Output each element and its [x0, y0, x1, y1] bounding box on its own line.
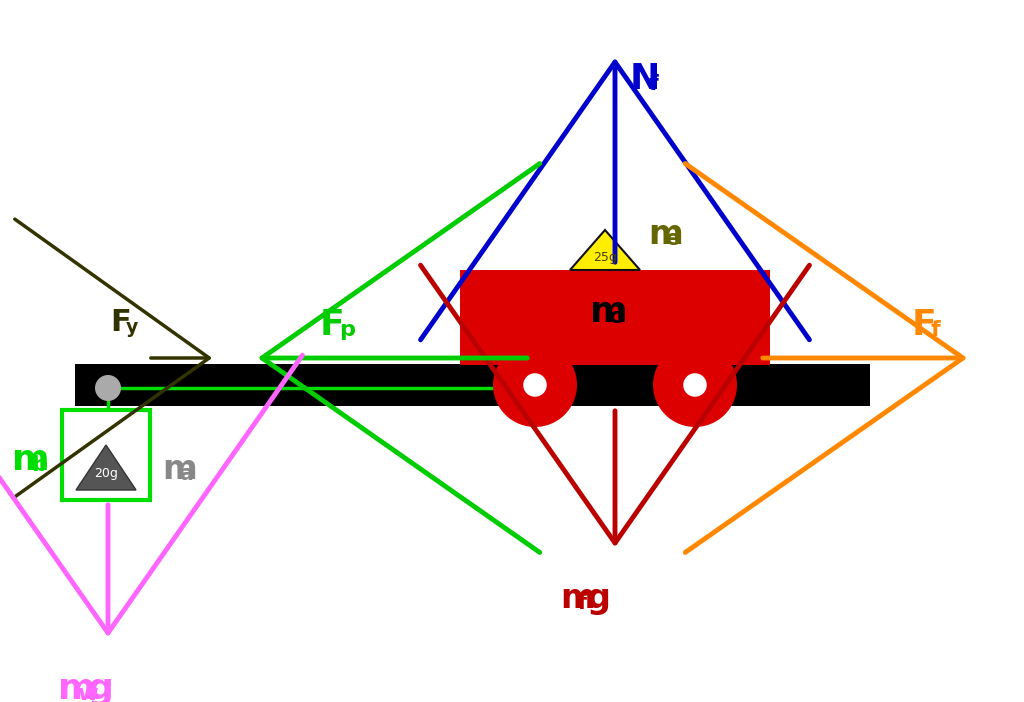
Text: f: f: [931, 319, 940, 340]
Text: 25g: 25g: [593, 251, 616, 265]
Text: F: F: [319, 308, 345, 342]
Text: m: m: [648, 218, 683, 251]
Text: F: F: [912, 308, 937, 342]
Bar: [75, 364, 870, 406]
Text: F: F: [110, 308, 131, 337]
Bar: [62, 410, 150, 500]
Text: m: m: [590, 295, 628, 329]
Text: f: f: [578, 592, 587, 613]
Text: N: N: [630, 62, 660, 96]
Text: y: y: [126, 318, 138, 337]
Text: g: g: [87, 672, 113, 702]
Text: p: p: [339, 319, 354, 340]
Circle shape: [653, 343, 737, 427]
Text: f: f: [649, 74, 658, 93]
Text: e: e: [666, 229, 679, 249]
Text: 20g: 20g: [94, 468, 118, 480]
Circle shape: [95, 375, 121, 401]
Bar: [460, 270, 770, 365]
Text: w: w: [77, 684, 97, 702]
Text: m: m: [12, 443, 49, 477]
Polygon shape: [76, 445, 136, 490]
Text: g: g: [587, 582, 611, 615]
Text: m: m: [162, 453, 197, 486]
Text: b: b: [31, 455, 47, 475]
Circle shape: [493, 343, 577, 427]
Text: m: m: [560, 582, 595, 615]
Circle shape: [523, 373, 547, 397]
Circle shape: [683, 373, 707, 397]
Polygon shape: [570, 230, 640, 270]
Text: m: m: [58, 672, 95, 702]
Text: c: c: [608, 307, 622, 326]
Text: a: a: [179, 464, 194, 484]
